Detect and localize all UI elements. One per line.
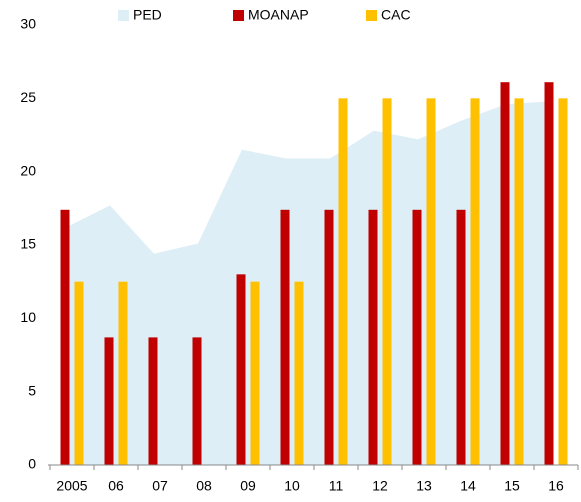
legend-label: PED bbox=[133, 7, 162, 23]
x-tick-label: 11 bbox=[329, 478, 344, 494]
bar bbox=[192, 337, 202, 465]
x-tick-label: 12 bbox=[372, 478, 388, 494]
x-tick-label: 08 bbox=[196, 478, 212, 494]
bar bbox=[104, 337, 114, 465]
x-tick-label: 07 bbox=[152, 478, 168, 494]
x-tick-label: 06 bbox=[108, 478, 124, 494]
bar bbox=[250, 281, 260, 465]
legend-label: MOANAP bbox=[248, 7, 309, 23]
bar bbox=[74, 281, 84, 465]
y-tick-label: 15 bbox=[20, 236, 36, 252]
bar bbox=[456, 209, 466, 465]
bar bbox=[338, 98, 348, 465]
x-tick-label: 10 bbox=[284, 478, 300, 494]
x-tick-label: 16 bbox=[548, 478, 564, 494]
bar bbox=[412, 209, 422, 465]
bar bbox=[382, 98, 392, 465]
bar bbox=[236, 274, 246, 465]
bar bbox=[500, 82, 510, 465]
bar bbox=[544, 82, 554, 465]
legend-swatch bbox=[118, 10, 129, 21]
y-tick-label: 30 bbox=[20, 16, 36, 32]
y-tick-label: 0 bbox=[28, 456, 36, 472]
y-tick-label: 10 bbox=[20, 309, 36, 325]
bar bbox=[294, 281, 304, 465]
x-tick-label: 13 bbox=[416, 478, 432, 494]
bar bbox=[514, 98, 524, 465]
bar bbox=[60, 209, 70, 465]
x-tick-label: 2005 bbox=[56, 478, 87, 494]
bar bbox=[118, 281, 128, 465]
bar bbox=[148, 337, 158, 465]
bar bbox=[280, 209, 290, 465]
legend-swatch bbox=[233, 10, 244, 21]
legend-label: CAC bbox=[381, 7, 411, 23]
y-tick-label: 20 bbox=[20, 162, 36, 178]
legend-swatch bbox=[366, 10, 377, 21]
bar bbox=[558, 98, 568, 465]
y-tick-label: 25 bbox=[20, 89, 36, 105]
x-tick-label: 09 bbox=[240, 478, 256, 494]
bar bbox=[470, 98, 480, 465]
bar bbox=[368, 209, 378, 465]
y-tick-label: 5 bbox=[28, 382, 36, 398]
bar bbox=[426, 98, 436, 465]
bar bbox=[324, 209, 334, 465]
x-tick-label: 14 bbox=[460, 478, 476, 494]
x-tick-label: 15 bbox=[504, 478, 520, 494]
